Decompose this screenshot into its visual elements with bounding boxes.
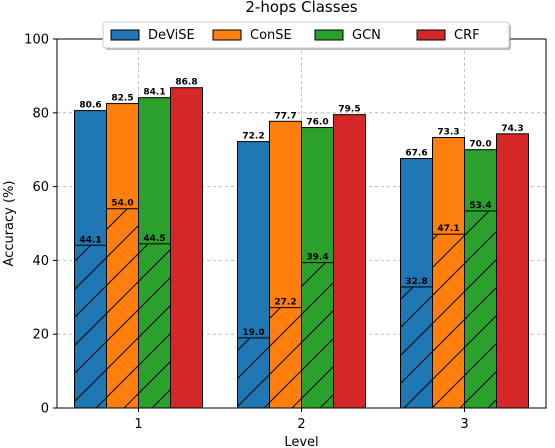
y-tick-label: 60: [32, 180, 49, 195]
hatched-bar: [464, 210, 497, 409]
hatched-bar: [106, 208, 139, 409]
y-tick-label: 20: [32, 328, 49, 343]
y-tick-label: 40: [32, 254, 49, 269]
bar-value-label: 82.5: [111, 94, 133, 104]
legend-entry-label: DeViSE: [148, 28, 195, 43]
bar: [496, 133, 529, 409]
legend-entry-label: CRF: [454, 28, 480, 43]
x-axis-label: Level: [284, 435, 318, 448]
legend-swatch: [110, 29, 140, 41]
bar-value-label: 79.5: [338, 105, 360, 115]
hatched-bar: [400, 286, 433, 409]
legend-swatch: [314, 29, 344, 41]
legend: DeViSE ConSE GCN CRF: [102, 21, 511, 50]
hatched-value-label: 54.0: [111, 199, 133, 209]
hatched-value-label: 44.1: [79, 235, 101, 245]
hatched-value-label: 32.8: [405, 277, 427, 287]
hatched-value-label: 27.2: [274, 298, 296, 308]
legend-entry-label: GCN: [352, 28, 381, 43]
hatched-bar: [74, 244, 107, 409]
x-tick-label: 1: [134, 417, 142, 432]
bar-value-label: 72.2: [242, 132, 264, 142]
legend-swatch: [212, 29, 242, 41]
y-tick-label: 100: [24, 33, 49, 48]
bar-value-label: 84.1: [143, 88, 165, 98]
hatched-bar: [301, 262, 334, 409]
axis-ticks: 0 20 40 60 80 100 1 2 3: [24, 33, 468, 433]
hatched-bar: [237, 337, 270, 409]
chart-title: 2-hops Classes: [245, 0, 357, 16]
hatched-bar: [269, 307, 302, 409]
hatched-bar: [138, 243, 171, 409]
hatched-value-label: 39.4: [306, 253, 328, 263]
bar-value-label: 73.3: [437, 128, 459, 138]
bar-value-label: 77.7: [274, 111, 296, 121]
legend-box: [102, 21, 510, 49]
bar-value-label: 86.8: [175, 78, 197, 88]
bar: [170, 87, 203, 409]
x-tick-label: 3: [460, 417, 468, 432]
hatched-value-label: 19.0: [242, 328, 264, 338]
hatched-value-label: 44.5: [143, 234, 165, 244]
legend-swatch: [416, 29, 446, 41]
hatched-value-label: 47.1: [437, 224, 459, 234]
bar-value-label: 76.0: [306, 118, 328, 128]
hatched-value-label: 53.4: [469, 201, 491, 211]
bar-value-label: 80.6: [79, 101, 101, 111]
legend-entry-label: ConSE: [250, 28, 292, 43]
bar-value-label: 70.0: [469, 140, 491, 150]
bar-value-label: 67.6: [405, 149, 427, 159]
x-tick-label: 2: [297, 417, 305, 432]
bars: 80.6 44.1 82.5 54.0 84.1 44.5 86.8 72.2 19.0 77.7…: [74, 78, 529, 409]
y-tick-label: 80: [32, 106, 49, 121]
y-tick-label: 0: [41, 402, 49, 417]
y-axis-label: Accuracy (%): [2, 181, 17, 267]
bar: [333, 114, 366, 409]
bar-value-label: 74.3: [501, 124, 523, 134]
hatched-bar: [432, 233, 465, 409]
